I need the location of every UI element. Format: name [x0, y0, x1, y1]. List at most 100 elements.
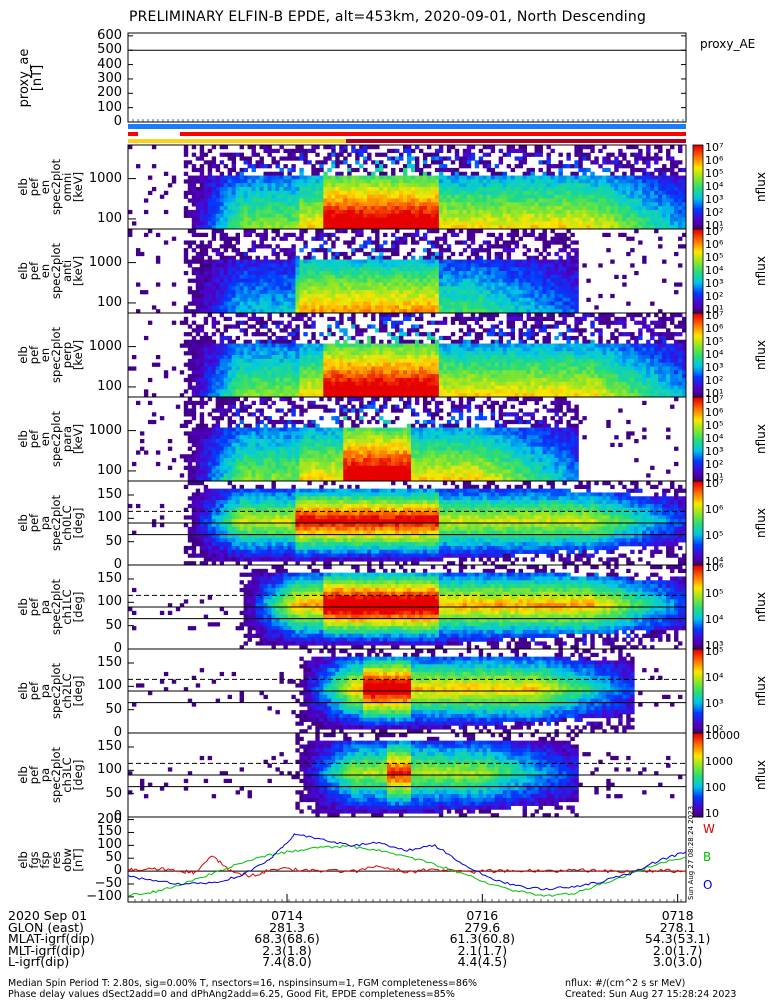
spec-cell	[287, 389, 292, 394]
spec-cell	[486, 286, 492, 291]
spec-cell	[542, 244, 547, 249]
spec-cell	[327, 305, 332, 310]
spec-cell	[546, 145, 551, 150]
spec-cell	[319, 389, 324, 394]
spec-cell	[259, 389, 264, 394]
spec-cell	[602, 194, 607, 199]
spec-cell	[283, 282, 288, 287]
spec-cell	[267, 164, 272, 169]
spec-cell	[283, 324, 288, 329]
spec-cell	[359, 259, 364, 264]
spec-cell	[626, 301, 631, 306]
spec-cell	[315, 297, 320, 302]
spec-cell	[231, 366, 237, 371]
spec-cell	[482, 160, 488, 165]
spec-cell	[474, 221, 480, 226]
spec-cell	[359, 282, 364, 287]
spec-cell	[558, 194, 563, 199]
spec-cell	[678, 209, 683, 215]
spec-cell	[327, 278, 332, 283]
spec-cell	[235, 324, 240, 329]
spec-cell	[323, 248, 328, 253]
spec-cell	[410, 293, 416, 299]
spec-cell	[351, 236, 356, 241]
spec-cell	[239, 198, 244, 203]
spec-cell	[510, 190, 516, 196]
spec-cell	[558, 175, 563, 180]
spec-cell	[135, 251, 141, 257]
spec-cell	[502, 263, 508, 268]
spec-cell	[534, 221, 539, 226]
spec-cell	[243, 213, 248, 218]
spec-cell	[307, 362, 312, 367]
spec-cell	[678, 175, 683, 180]
spec-cell	[327, 309, 332, 314]
spec-cell	[207, 271, 213, 276]
spec-cell	[239, 328, 244, 333]
spec-cell	[219, 385, 225, 390]
spec-cell	[335, 286, 340, 291]
spec-cell	[207, 309, 213, 314]
spec-cell	[542, 309, 547, 314]
spec-cell	[522, 244, 527, 249]
spec-cell	[207, 179, 213, 184]
spec-cell	[554, 301, 559, 306]
spec-cell	[474, 206, 480, 211]
spec-cell	[426, 255, 432, 260]
spec-cell	[578, 194, 583, 199]
spec-cell	[566, 251, 571, 257]
spec-cell	[399, 309, 404, 314]
spec-cell	[391, 297, 396, 302]
spec-cell	[558, 282, 563, 287]
spec-cell	[494, 179, 500, 184]
spec-cell	[283, 236, 288, 241]
spec-cell	[207, 255, 213, 260]
spec-cell	[359, 148, 364, 154]
spec-cell	[434, 213, 440, 218]
spec-cell	[522, 145, 527, 150]
spec-cell	[199, 167, 205, 173]
spec-cell	[562, 206, 567, 211]
spec-cell	[546, 293, 551, 299]
spec-cell	[259, 290, 264, 295]
spec-cell	[379, 259, 384, 264]
spec-cell	[315, 355, 320, 360]
spec-cell	[590, 209, 595, 215]
spec-cell	[211, 385, 217, 390]
spec-cell	[291, 351, 296, 356]
spec-cell	[395, 187, 400, 192]
spec-cell	[375, 282, 380, 287]
spec-cell	[203, 381, 209, 386]
spec-cell	[191, 202, 197, 207]
spec-cell	[434, 309, 440, 314]
spec-cell	[219, 313, 225, 318]
spec-cell	[642, 217, 647, 222]
spec-cell	[490, 259, 496, 264]
spec-cell	[287, 370, 292, 375]
spec-cell	[438, 194, 444, 199]
spec-cell	[291, 259, 296, 264]
spec-cell	[375, 293, 380, 299]
spec-cell	[267, 190, 272, 196]
spec-cell	[279, 343, 284, 348]
spec-cell	[502, 198, 508, 203]
spec-cell	[486, 244, 492, 249]
spec-cell	[219, 374, 225, 379]
spec-cell	[506, 145, 512, 150]
spec-cell	[283, 278, 288, 283]
spec-cell	[247, 351, 252, 356]
spec-cell	[299, 313, 304, 318]
spec-cell	[458, 194, 464, 199]
spec-cell	[518, 236, 523, 241]
spec-cell	[486, 282, 492, 287]
spec-cell	[247, 202, 252, 207]
spec-cell	[371, 160, 376, 165]
spec-cell	[530, 217, 535, 222]
spec-cell	[586, 217, 591, 222]
spec-cell	[351, 167, 356, 173]
spec-cell	[375, 179, 380, 184]
spec-cell	[594, 194, 599, 199]
spec-cell	[462, 248, 468, 253]
spec-cell	[219, 274, 225, 280]
spec-cell	[203, 259, 209, 264]
